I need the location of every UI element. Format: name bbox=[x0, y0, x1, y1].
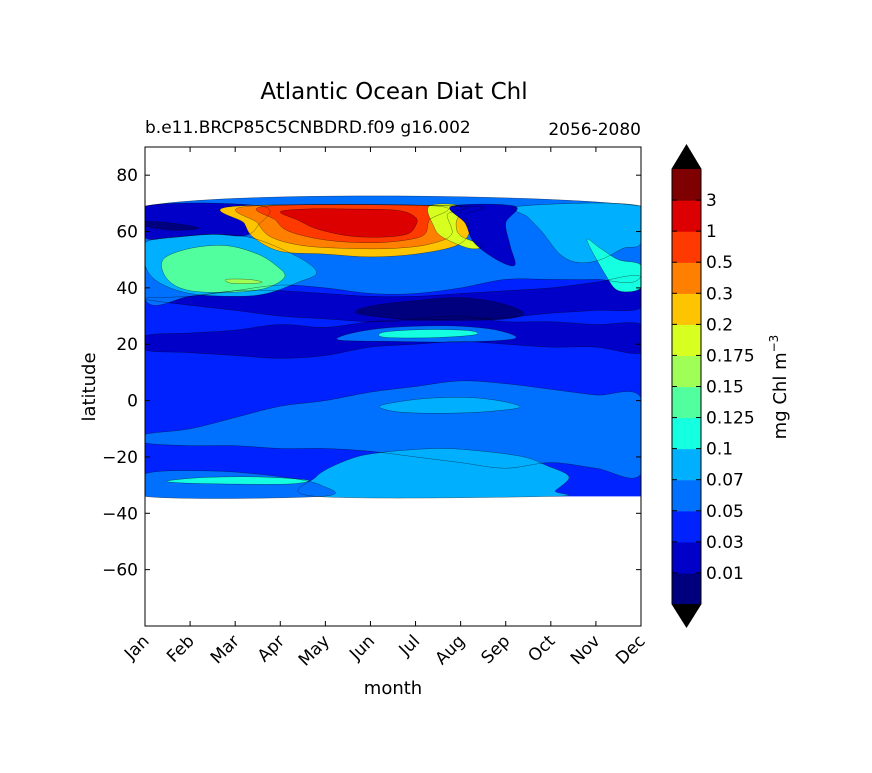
contour-line-north-fall bbox=[511, 202, 641, 264]
colorbar-segment bbox=[672, 324, 701, 357]
colorbar-tick-label: 0.01 bbox=[706, 564, 744, 584]
y-tick-label: 0 bbox=[127, 392, 138, 412]
colorbar-outline bbox=[671, 144, 702, 628]
contour-line-mid-lat-spring-core bbox=[161, 245, 286, 293]
colorbar-tick-label: 0.15 bbox=[706, 378, 744, 398]
contour-region-mid-lat-spring-inner bbox=[225, 279, 263, 284]
contour-region-north-edge-dark-core bbox=[145, 221, 200, 231]
contour-line-bloom-level-10 bbox=[235, 204, 469, 250]
colorbar-tick-label: 0.1 bbox=[706, 440, 733, 460]
contour-region-south-edge-feb-mar bbox=[166, 476, 309, 485]
colorbar-label-text: mg Chl m bbox=[770, 352, 791, 439]
contour-region-jul-bloom-tail bbox=[427, 203, 484, 249]
colorbar-segment bbox=[672, 541, 701, 574]
colorbar-segment bbox=[672, 386, 701, 419]
plot-area bbox=[145, 195, 641, 499]
x-tick-label: Jun bbox=[345, 631, 379, 665]
chart-subtitle-right: 2056-2080 bbox=[548, 120, 641, 140]
chart-subtitle-left: b.e11.BRCP85C5CNBDRD.f09 g16.002 bbox=[145, 118, 471, 138]
contour-lines bbox=[145, 195, 641, 499]
contour-line-jul-bloom-tail bbox=[427, 203, 484, 250]
colorbar-tick-label: 0.2 bbox=[706, 315, 733, 335]
contour-region-south-tropical-patch bbox=[297, 448, 570, 499]
contour-line-bloom-level-12 bbox=[280, 208, 418, 238]
x-tick-label: Dec bbox=[612, 631, 649, 668]
chart-title: Atlantic Ocean Diat Chl bbox=[260, 79, 527, 105]
colorbar-under-arrow bbox=[672, 604, 701, 627]
colorbar-tick-label: 3 bbox=[706, 191, 717, 211]
colorbar-segment bbox=[672, 231, 701, 263]
colorbar-segment bbox=[672, 169, 701, 201]
x-tick-label: Jul bbox=[395, 631, 424, 660]
colorbar-tick-label: 0.125 bbox=[706, 409, 755, 429]
colorbar-label: mg Chl m−3 bbox=[767, 335, 791, 440]
contour-line-aug-north-dark bbox=[449, 203, 518, 267]
contour-region-gyre-core bbox=[355, 297, 524, 321]
contour-line-south-tropical-patch bbox=[297, 448, 570, 499]
y-tick-label: 20 bbox=[116, 335, 138, 355]
colorbar-tick-label: 0.3 bbox=[706, 284, 733, 304]
contour-line-north-edge-dark bbox=[145, 202, 271, 240]
contour-region-equator-summer-patch bbox=[379, 397, 521, 414]
contour-line-north-20-band-center bbox=[378, 329, 479, 339]
colorbar-segment bbox=[672, 479, 701, 512]
y-axis: 80 60 40 20 0 −20 −40 −60 bbox=[102, 166, 641, 581]
contour-region-bloom-level-12 bbox=[280, 208, 418, 238]
x-tick-label: Oct bbox=[524, 631, 559, 666]
plot-frame bbox=[144, 146, 642, 627]
contour-region-north-fall-core bbox=[586, 239, 641, 292]
colorbar-segment bbox=[672, 262, 701, 294]
colorbar-label-exponent: −3 bbox=[767, 335, 781, 353]
y-tick-label: 80 bbox=[116, 166, 138, 186]
contour-line-south-edge-feb-mar bbox=[166, 476, 309, 485]
x-tick-label: Mar bbox=[207, 631, 244, 668]
contour-line-north-edge-dark-core bbox=[145, 221, 200, 231]
colorbar-tick-label: 0.05 bbox=[706, 502, 744, 522]
x-tick-label: May bbox=[295, 631, 334, 670]
contour-line-north-10-25-band bbox=[145, 315, 641, 359]
colorbar-segment bbox=[672, 200, 701, 232]
y-tick-label: −60 bbox=[102, 561, 138, 581]
contour-line-north-fall-core bbox=[586, 238, 641, 293]
x-tick-label: Sep bbox=[477, 631, 514, 668]
x-tick-label: Jan bbox=[120, 631, 153, 664]
colorbar-segment bbox=[672, 293, 701, 325]
x-axis-label: month bbox=[364, 678, 422, 699]
y-tick-label: 40 bbox=[116, 279, 138, 299]
contour-line-gyre-core bbox=[354, 297, 525, 321]
contour-region-south-edge-winter bbox=[145, 470, 336, 499]
y-tick-label: −40 bbox=[102, 504, 138, 524]
colorbar-segment bbox=[672, 572, 701, 605]
colorbar: 0.01 0.03 0.05 0.07 0.1 0.125 0.15 0.175 0.2 0.3 0… bbox=[671, 144, 755, 628]
contour-line-equatorial-band bbox=[145, 380, 641, 479]
contour-line-north-20-band bbox=[336, 325, 517, 343]
x-tick-label: Aug bbox=[432, 631, 470, 669]
contour-line-bloom-level-9 bbox=[219, 204, 486, 258]
colorbar-segment bbox=[672, 417, 701, 450]
contour-line-bloom-level-11 bbox=[255, 204, 449, 244]
colorbar-tick-label: 0.5 bbox=[706, 253, 733, 273]
contour-region-north-20-band-center bbox=[378, 329, 478, 338]
colorbar-segment bbox=[672, 510, 701, 543]
colorbar-tick-label: 1 bbox=[706, 222, 717, 242]
x-tick-label: Nov bbox=[567, 631, 605, 669]
colorbar-segment bbox=[672, 355, 701, 388]
colorbar-tick-label: 0.07 bbox=[706, 471, 744, 491]
contour-line-equator-summer-patch bbox=[379, 397, 521, 414]
y-axis-label: latitude bbox=[79, 352, 100, 421]
colorbar-segment bbox=[672, 448, 701, 481]
colorbar-over-arrow bbox=[672, 145, 701, 169]
contour-line-mid-lat-spring-inner bbox=[224, 278, 263, 284]
y-tick-label: 60 bbox=[116, 223, 138, 243]
colorbar-tick-label: 0.03 bbox=[706, 533, 744, 553]
x-tick-label: Feb bbox=[163, 631, 198, 666]
y-tick-label: −20 bbox=[102, 448, 138, 468]
contour-line-mid-lat-band bbox=[145, 195, 641, 306]
contour-region-north-fall bbox=[512, 203, 641, 263]
x-tick-label: Apr bbox=[254, 631, 289, 666]
colorbar-tick-label: 0.175 bbox=[706, 346, 755, 366]
